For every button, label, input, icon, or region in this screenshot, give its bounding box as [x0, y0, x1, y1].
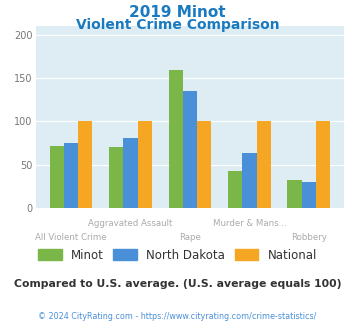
Bar: [78, 121, 92, 208]
Bar: [64, 143, 78, 208]
Text: Aggravated Assault: Aggravated Assault: [88, 219, 173, 228]
Bar: [302, 182, 316, 208]
Text: Murder & Mans...: Murder & Mans...: [213, 219, 286, 228]
Bar: [169, 70, 183, 208]
Text: All Violent Crime: All Violent Crime: [35, 233, 107, 242]
Text: Robbery: Robbery: [291, 233, 327, 242]
Bar: [50, 146, 64, 208]
Text: © 2024 CityRating.com - https://www.cityrating.com/crime-statistics/: © 2024 CityRating.com - https://www.city…: [38, 312, 317, 321]
Bar: [242, 152, 257, 208]
Text: Violent Crime Comparison: Violent Crime Comparison: [76, 18, 279, 32]
Bar: [183, 91, 197, 208]
Bar: [109, 148, 123, 208]
Bar: [228, 171, 242, 208]
Bar: [316, 121, 330, 208]
Text: Compared to U.S. average. (U.S. average equals 100): Compared to U.S. average. (U.S. average …: [14, 279, 341, 289]
Bar: [138, 121, 152, 208]
Text: 2019 Minot: 2019 Minot: [129, 5, 226, 20]
Bar: [123, 138, 138, 208]
Bar: [257, 121, 271, 208]
Legend: Minot, North Dakota, National: Minot, North Dakota, National: [34, 245, 321, 265]
Bar: [197, 121, 211, 208]
Text: Rape: Rape: [179, 233, 201, 242]
Bar: [288, 180, 302, 208]
